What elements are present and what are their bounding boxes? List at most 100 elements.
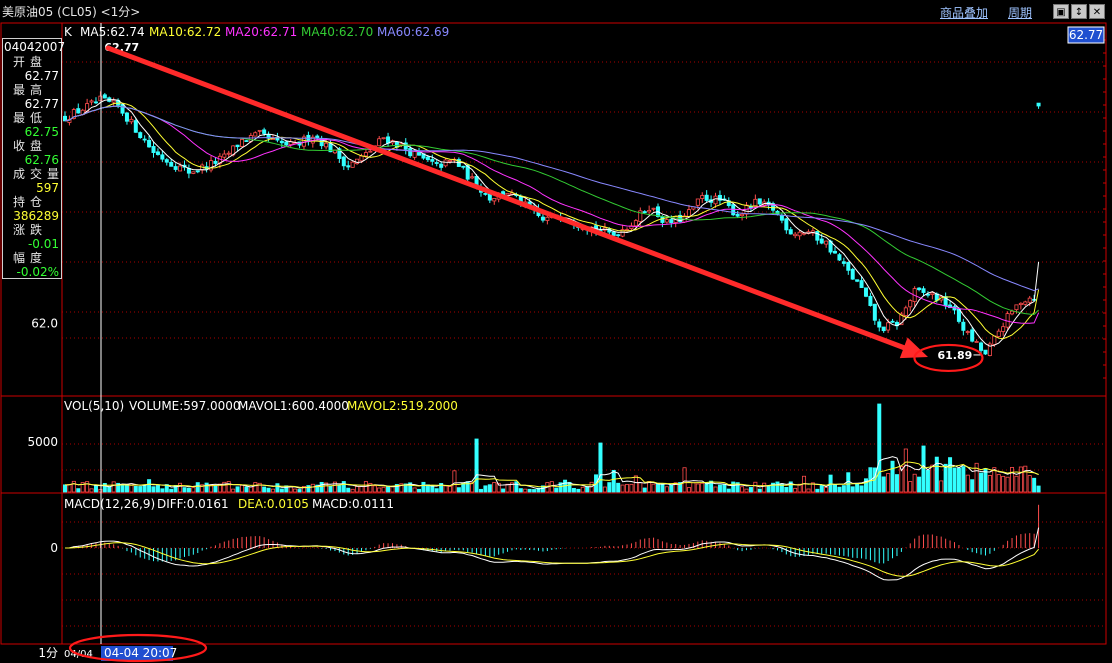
- volume-bar: [859, 485, 864, 493]
- candle-body: [877, 321, 882, 328]
- candle-body: [222, 153, 227, 158]
- candle-body: [341, 156, 346, 167]
- candle-body: [111, 99, 116, 103]
- volume-bar: [987, 475, 992, 493]
- candle: [186, 164, 191, 179]
- volume-bar: [740, 486, 745, 493]
- candle: [226, 150, 231, 158]
- resize-button[interactable]: ↕: [1071, 4, 1087, 19]
- candle: [983, 349, 988, 355]
- volume-bar: [943, 463, 948, 493]
- volume-bar: [616, 482, 621, 493]
- candle-body: [169, 161, 174, 167]
- volume-bar: [124, 484, 129, 493]
- candle: [288, 139, 293, 149]
- volume-bar: [642, 487, 647, 493]
- candle: [1023, 300, 1028, 306]
- candle: [191, 171, 196, 175]
- candle-body: [956, 308, 961, 322]
- cursor-time-highlight: [68, 633, 208, 663]
- close-button[interactable]: ✕: [1089, 4, 1105, 19]
- quote-info-panel: 04042007 开盘 62.77 最高 62.77 最低 62.75 收盘 62.76 成交量 5…: [2, 38, 65, 279]
- volume-bar: [85, 481, 90, 493]
- candle-body: [98, 95, 103, 102]
- candle: [970, 327, 975, 343]
- candle: [138, 131, 143, 139]
- candle: [209, 156, 214, 173]
- volume-bar: [886, 473, 891, 493]
- candle-body: [346, 165, 351, 168]
- volume-bar: [625, 484, 630, 493]
- candle: [881, 326, 886, 333]
- volume-bar: [939, 480, 944, 493]
- candle: [386, 132, 391, 147]
- macd-tick-label: 0: [50, 541, 58, 555]
- candle-body: [899, 313, 904, 326]
- candle-body: [846, 262, 851, 271]
- candle-body: [1027, 297, 1032, 303]
- volume-bar: [195, 482, 200, 493]
- candle-body: [363, 152, 368, 157]
- candle: [868, 292, 873, 307]
- candle: [890, 318, 895, 323]
- candle-body: [961, 321, 966, 331]
- candle-body: [748, 206, 753, 209]
- volume-bar: [63, 484, 68, 493]
- candle-body: [1023, 301, 1028, 305]
- volume-bar: [514, 481, 519, 493]
- info-label: 涨跌: [13, 223, 48, 237]
- candle-body: [257, 129, 262, 132]
- candle: [974, 339, 979, 343]
- candle-body: [850, 268, 855, 280]
- volume-bar: [155, 485, 160, 493]
- volume-bar: [509, 482, 514, 493]
- volume-bar: [293, 488, 298, 493]
- restore-button[interactable]: ▣: [1053, 4, 1069, 19]
- candle: [771, 201, 776, 213]
- candle-body: [434, 162, 439, 164]
- candle: [93, 97, 98, 105]
- candle-body: [930, 292, 935, 295]
- candle-body: [173, 166, 178, 170]
- volume-bar: [576, 488, 581, 493]
- candle: [204, 162, 209, 173]
- candle: [235, 144, 240, 152]
- candle-body: [815, 231, 820, 241]
- candle-body: [819, 238, 824, 244]
- candle-body: [71, 109, 76, 119]
- candle-body: [124, 112, 129, 122]
- candle: [930, 291, 935, 300]
- period-link[interactable]: 周期: [1008, 6, 1033, 20]
- candle: [952, 304, 957, 315]
- volume-bar: [863, 478, 868, 493]
- candle-body: [235, 144, 240, 148]
- candle: [602, 222, 607, 233]
- volume-bar: [120, 483, 125, 493]
- volume-bar: [381, 486, 386, 493]
- volume-bar: [602, 486, 607, 493]
- candle-body: [686, 209, 691, 218]
- candle-body: [779, 214, 784, 221]
- candle-body: [160, 154, 165, 160]
- candle: [735, 210, 740, 218]
- candle: [965, 330, 970, 335]
- volume-bar: [93, 485, 98, 493]
- info-label: 成交量: [13, 167, 65, 181]
- candle: [863, 287, 868, 298]
- candle: [788, 226, 793, 235]
- candle: [833, 247, 838, 254]
- overlay-link[interactable]: 商品叠加: [940, 6, 989, 20]
- volume-bar: [655, 482, 660, 493]
- volume-bar: [775, 481, 780, 493]
- volume-bar: [748, 487, 753, 493]
- candle: [390, 139, 395, 146]
- volume-bar: [695, 483, 700, 493]
- candle: [837, 253, 842, 261]
- candle: [257, 129, 262, 136]
- candle: [979, 341, 984, 355]
- candle-body: [996, 330, 1001, 337]
- candle-body: [735, 214, 740, 217]
- volume-bar: [434, 488, 439, 493]
- volume-bar: [359, 486, 364, 493]
